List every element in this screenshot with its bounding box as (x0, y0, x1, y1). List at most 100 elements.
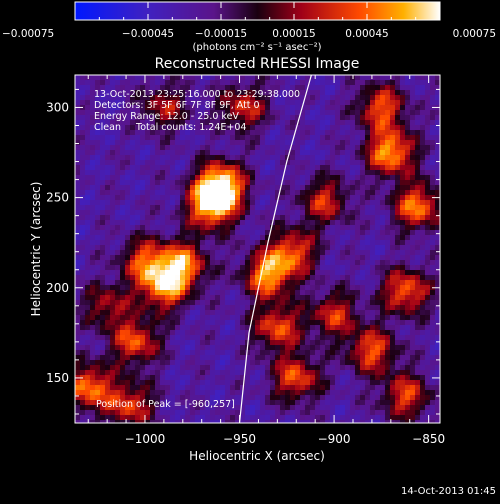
image-pixel (260, 300, 265, 305)
image-pixel (95, 320, 100, 325)
image-pixel (215, 350, 220, 355)
image-pixel (295, 140, 300, 145)
image-pixel (390, 385, 395, 390)
image-pixel (260, 295, 265, 300)
image-pixel (250, 395, 255, 400)
image-pixel (395, 385, 400, 390)
image-pixel (405, 185, 410, 190)
image-pixel (120, 285, 125, 290)
image-pixel (215, 390, 220, 395)
image-pixel (180, 285, 185, 290)
image-pixel (240, 115, 245, 120)
image-pixel (415, 115, 420, 120)
image-pixel (305, 220, 310, 225)
image-pixel (390, 335, 395, 340)
image-pixel (285, 335, 290, 340)
image-pixel (240, 275, 245, 280)
image-pixel (250, 125, 255, 130)
image-pixel (315, 265, 320, 270)
image-pixel (360, 115, 365, 120)
image-pixel (405, 140, 410, 145)
image-pixel (160, 355, 165, 360)
image-pixel (395, 360, 400, 365)
image-pixel (170, 190, 175, 195)
image-pixel (400, 275, 405, 280)
image-pixel (75, 325, 80, 330)
image-pixel (375, 255, 380, 260)
image-pixel (115, 140, 120, 145)
image-pixel (110, 190, 115, 195)
image-pixel (395, 115, 400, 120)
image-pixel (160, 260, 165, 265)
image-pixel (355, 305, 360, 310)
image-pixel (155, 150, 160, 155)
image-pixel (80, 215, 85, 220)
image-pixel (160, 265, 165, 270)
image-pixel (425, 345, 430, 350)
image-pixel (410, 115, 415, 120)
image-pixel (255, 325, 260, 330)
image-pixel (230, 185, 235, 190)
image-pixel (200, 320, 205, 325)
image-pixel (370, 135, 375, 140)
image-pixel (365, 130, 370, 135)
image-pixel (155, 360, 160, 365)
image-pixel (310, 225, 315, 230)
image-pixel (185, 290, 190, 295)
image-pixel (135, 310, 140, 315)
image-pixel (275, 220, 280, 225)
image-pixel (245, 390, 250, 395)
image-pixel (135, 320, 140, 325)
image-pixel (290, 105, 295, 110)
image-pixel (115, 350, 120, 355)
image-pixel (105, 270, 110, 275)
image-pixel (95, 340, 100, 345)
image-pixel (320, 175, 325, 180)
image-pixel (220, 340, 225, 345)
image-pixel (260, 335, 265, 340)
image-pixel (355, 275, 360, 280)
image-pixel (145, 200, 150, 205)
image-pixel (255, 405, 260, 410)
image-pixel (345, 195, 350, 200)
image-pixel (430, 115, 435, 120)
image-pixel (390, 260, 395, 265)
image-pixel (225, 160, 230, 165)
image-pixel (185, 200, 190, 205)
image-pixel (175, 315, 180, 320)
image-pixel (415, 280, 420, 285)
image-pixel (200, 245, 205, 250)
image-pixel (120, 75, 125, 80)
image-pixel (175, 80, 180, 85)
image-pixel (195, 235, 200, 240)
image-pixel (335, 150, 340, 155)
image-pixel (105, 265, 110, 270)
image-pixel (300, 85, 305, 90)
image-pixel (150, 330, 155, 335)
image-pixel (360, 190, 365, 195)
image-pixel (220, 140, 225, 145)
image-pixel (390, 365, 395, 370)
image-pixel (315, 120, 320, 125)
image-pixel (430, 205, 435, 210)
image-pixel (220, 270, 225, 275)
image-pixel (75, 200, 80, 205)
image-pixel (155, 165, 160, 170)
image-pixel (400, 205, 405, 210)
colorbar-units: (photons cm⁻² s⁻¹ asec⁻²) (192, 42, 321, 53)
image-pixel (130, 195, 135, 200)
image-pixel (185, 220, 190, 225)
image-pixel (420, 285, 425, 290)
image-pixel (115, 170, 120, 175)
image-pixel (190, 230, 195, 235)
image-pixel (375, 240, 380, 245)
image-pixel (290, 380, 295, 385)
image-pixel (125, 410, 130, 415)
image-pixel (200, 230, 205, 235)
image-pixel (370, 195, 375, 200)
image-pixel (75, 140, 80, 145)
image-pixel (300, 340, 305, 345)
image-pixel (280, 325, 285, 330)
image-pixel (185, 265, 190, 270)
image-pixel (260, 290, 265, 295)
